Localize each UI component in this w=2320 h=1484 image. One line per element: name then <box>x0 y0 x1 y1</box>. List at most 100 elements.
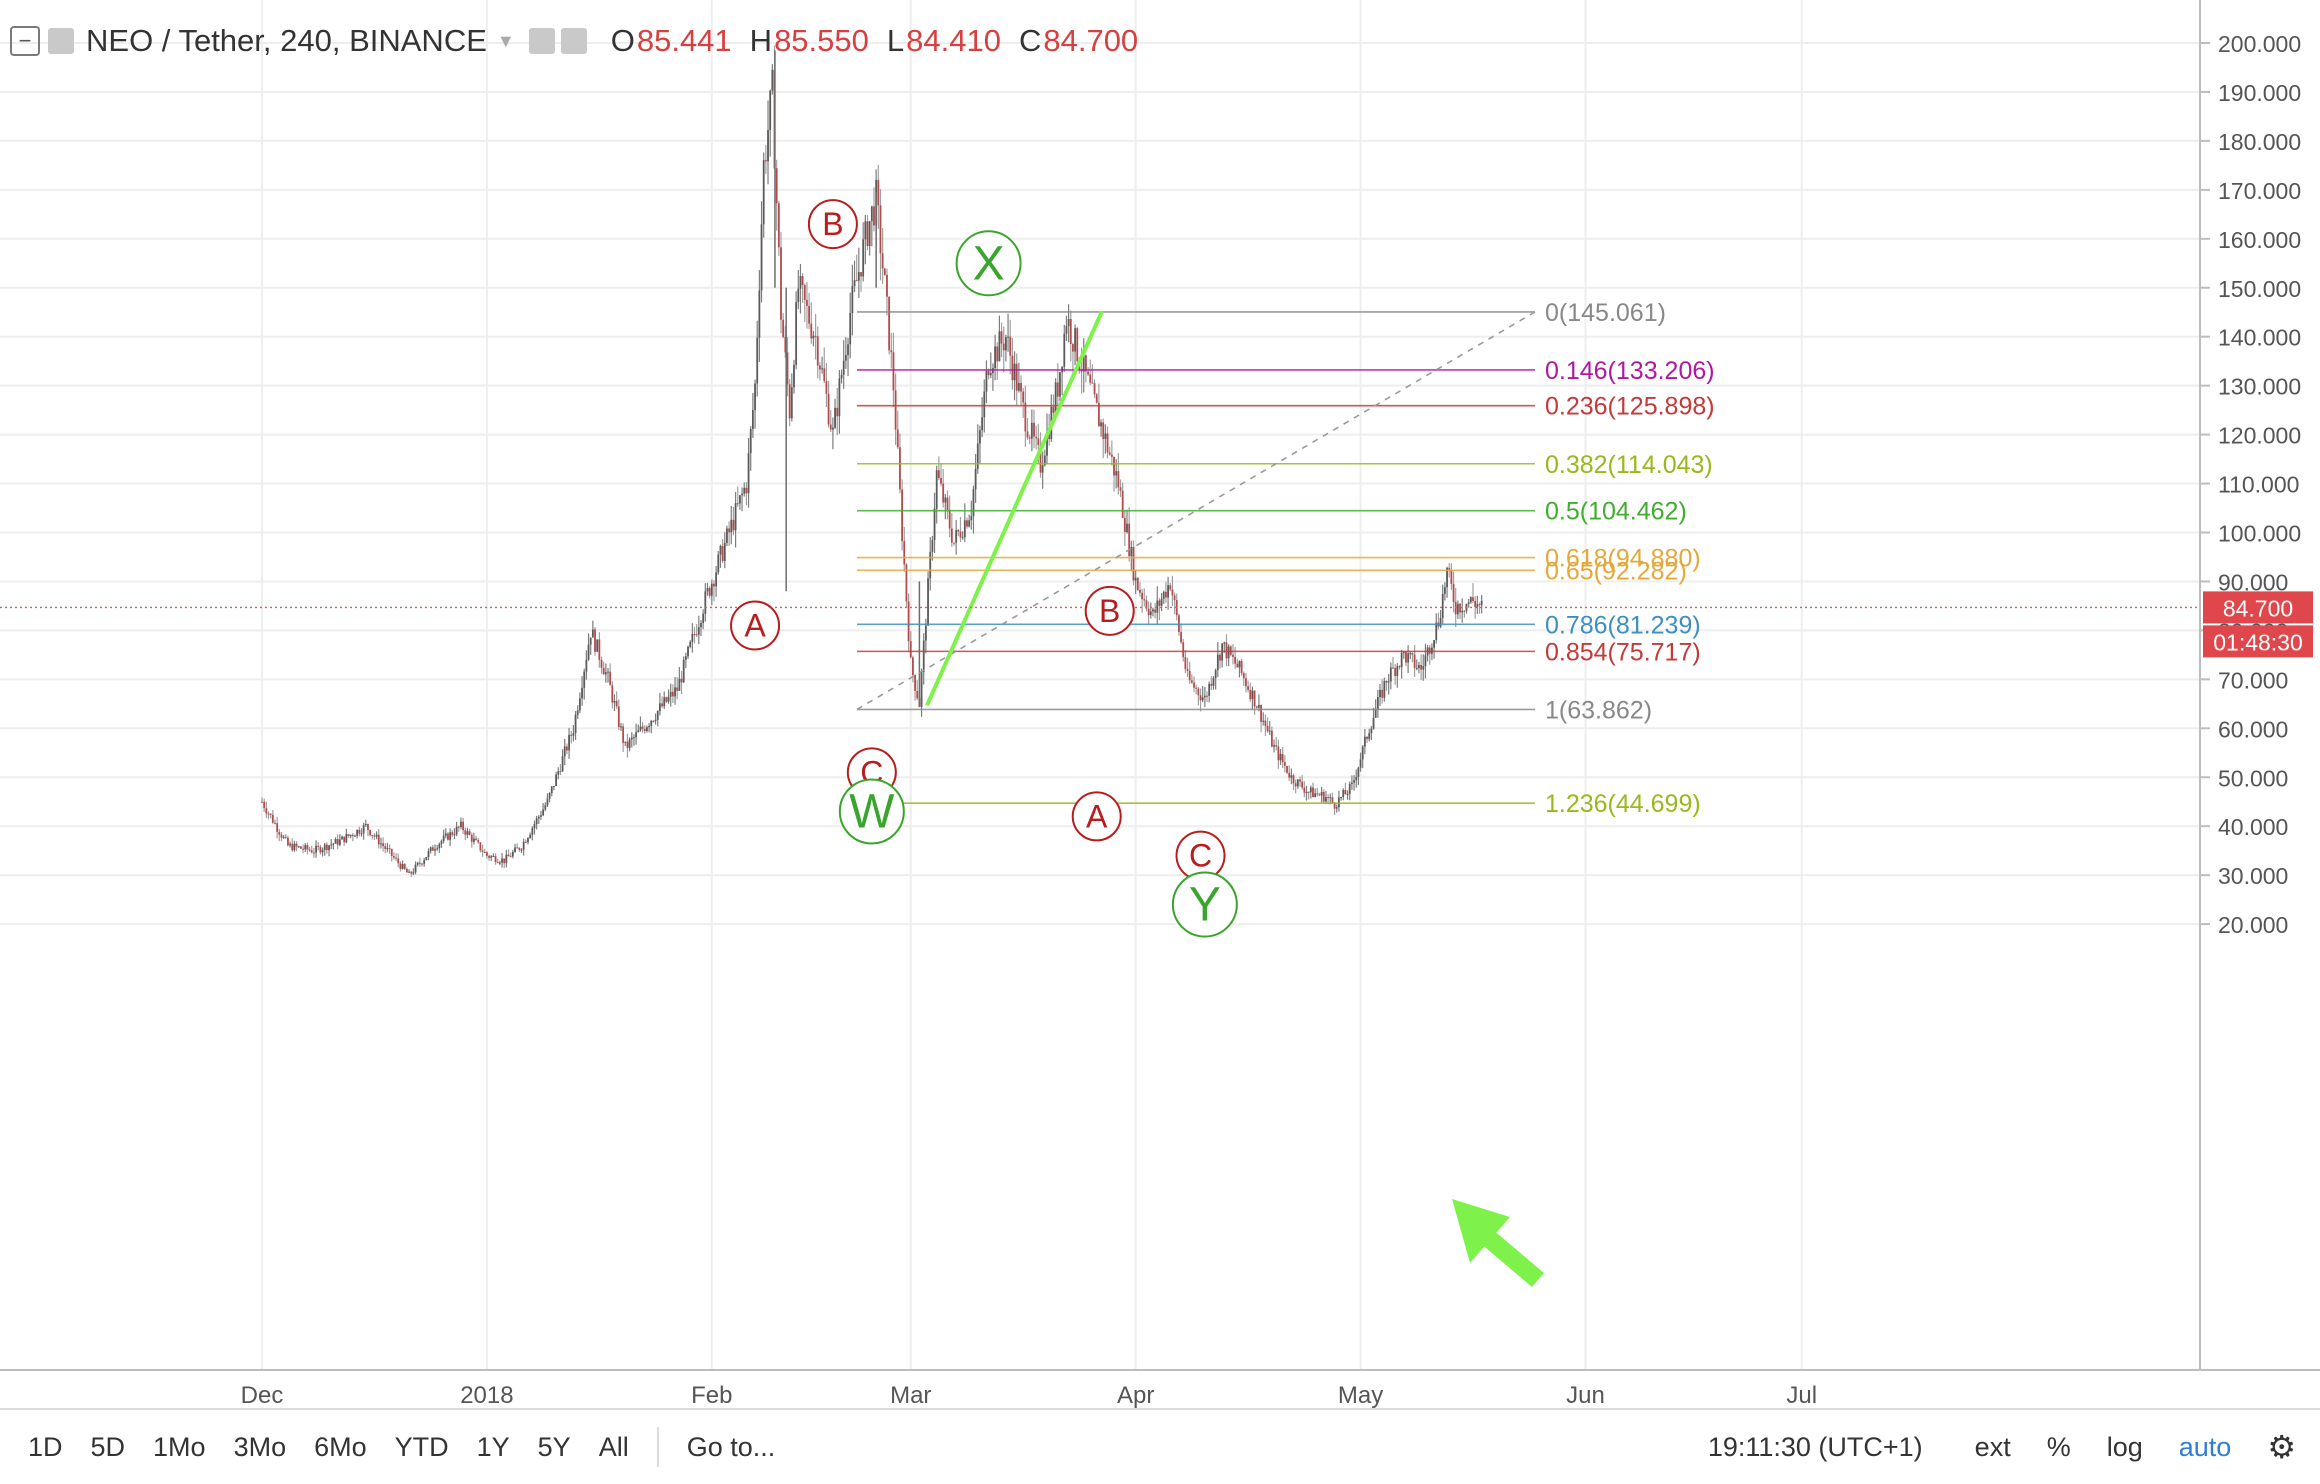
log-toggle[interactable]: log <box>2106 1431 2143 1462</box>
candle-body <box>287 837 289 846</box>
ext-toggle[interactable]: ext <box>1974 1431 2011 1462</box>
candle-body <box>330 844 333 846</box>
candle-body <box>764 160 767 162</box>
candle-body <box>816 336 819 366</box>
candle-body <box>676 687 679 691</box>
y-tick-label: 20.000 <box>2218 912 2288 938</box>
candle-body <box>1279 754 1282 761</box>
timeframe-ytd[interactable]: YTD <box>394 1431 449 1462</box>
candle-body <box>1389 667 1392 682</box>
candle-body <box>1167 585 1169 598</box>
percent-toggle[interactable]: % <box>2046 1431 2071 1462</box>
candle-body <box>894 390 897 430</box>
candle-body <box>881 253 884 269</box>
candle-body <box>468 831 471 835</box>
candle-body <box>652 720 655 722</box>
candle-body <box>1115 471 1118 476</box>
candle-body <box>1123 517 1126 533</box>
auto-toggle[interactable]: auto <box>2178 1431 2232 1462</box>
candle-body <box>602 667 605 675</box>
x-tick-label: Dec <box>241 1382 284 1409</box>
candle-body <box>263 801 266 809</box>
timeframe-5d[interactable]: 5D <box>90 1431 126 1462</box>
candle-body <box>315 845 317 853</box>
candle-body <box>719 545 722 555</box>
candle-body <box>758 290 761 338</box>
wave-label-text: Y <box>1189 879 1221 932</box>
candle-body <box>267 813 270 815</box>
candle-body <box>373 835 376 837</box>
timeframe-all[interactable]: All <box>598 1431 629 1462</box>
candle-body <box>535 818 538 825</box>
candle-body <box>1309 787 1312 793</box>
candle-body <box>429 847 432 852</box>
x-tick-label: Feb <box>691 1382 732 1409</box>
candle-body <box>1030 422 1033 439</box>
candle-body <box>734 503 737 531</box>
candle-body <box>516 847 519 849</box>
candle-body <box>749 428 752 454</box>
candle-body <box>775 168 778 204</box>
timeframe-5y[interactable]: 5Y <box>537 1431 571 1462</box>
candle-body <box>1017 383 1020 391</box>
candle-body <box>786 352 789 385</box>
chevron-down-icon[interactable]: ▼ <box>496 30 515 51</box>
minus-icon[interactable]: − <box>10 26 40 56</box>
candle-body <box>317 845 320 847</box>
chart-header: − NEO / Tether, 240, BINANCE ▼ O 85.441 … <box>0 16 1138 66</box>
candle-body <box>1186 669 1189 671</box>
candle-body <box>1089 374 1092 383</box>
clock-readout[interactable]: 19:11:30 (UTC+1) <box>1707 1431 1923 1462</box>
candle-body <box>1005 337 1007 351</box>
candle-body <box>1366 736 1368 740</box>
candle-body <box>1011 355 1014 381</box>
candle-body <box>907 601 910 642</box>
candle-body <box>855 280 858 282</box>
candle-body <box>1335 807 1338 809</box>
candle-body <box>405 868 408 873</box>
high-value: 85.550 <box>774 23 869 58</box>
fib-level-label: 1(63.862) <box>1545 696 1652 724</box>
candle-body <box>356 829 359 836</box>
candle-body <box>1171 589 1174 596</box>
gear-icon[interactable]: ⚙ <box>2267 1429 2296 1465</box>
candle-body <box>457 826 460 828</box>
candle-body <box>1320 791 1323 796</box>
candle-body <box>760 224 763 291</box>
candle-body <box>1236 663 1239 668</box>
timeframe-1d[interactable]: 1D <box>28 1431 63 1462</box>
candle-body <box>877 179 880 206</box>
candle-body <box>451 832 454 835</box>
candle-body <box>1400 652 1403 668</box>
timeframe-6mo[interactable]: 6Mo <box>314 1431 367 1462</box>
candle-body <box>479 842 482 851</box>
candle-body <box>1413 654 1416 668</box>
candle-body <box>1270 730 1273 747</box>
timeframe-1mo[interactable]: 1Mo <box>153 1431 206 1462</box>
candle-body <box>1264 720 1267 726</box>
x-tick-label: Mar <box>890 1382 931 1409</box>
candle-body <box>1063 333 1066 367</box>
candle-body <box>929 551 932 579</box>
candle-body <box>901 489 903 542</box>
candle-body <box>695 634 698 636</box>
timeframe-3mo[interactable]: 3Mo <box>233 1431 287 1462</box>
candle-body <box>524 841 527 843</box>
candle-body <box>1327 797 1330 799</box>
y-tick-label: 60.000 <box>2218 716 2288 742</box>
y-tick-label: 40.000 <box>2218 814 2288 840</box>
timeframe-1y[interactable]: 1Y <box>476 1431 510 1462</box>
candle-body <box>1072 343 1074 352</box>
candle-body <box>488 855 490 858</box>
y-tick-label: 50.000 <box>2218 765 2288 791</box>
candle-body <box>555 774 557 786</box>
symbol-title[interactable]: NEO / Tether, 240, BINANCE <box>86 23 487 58</box>
candle-body <box>1450 569 1453 585</box>
candle-body <box>574 714 577 734</box>
eye-icon[interactable] <box>528 28 555 54</box>
candle-body <box>412 872 415 874</box>
candle-body <box>726 528 728 543</box>
gear-icon[interactable] <box>560 28 587 54</box>
goto-button[interactable]: Go to... <box>686 1431 776 1462</box>
